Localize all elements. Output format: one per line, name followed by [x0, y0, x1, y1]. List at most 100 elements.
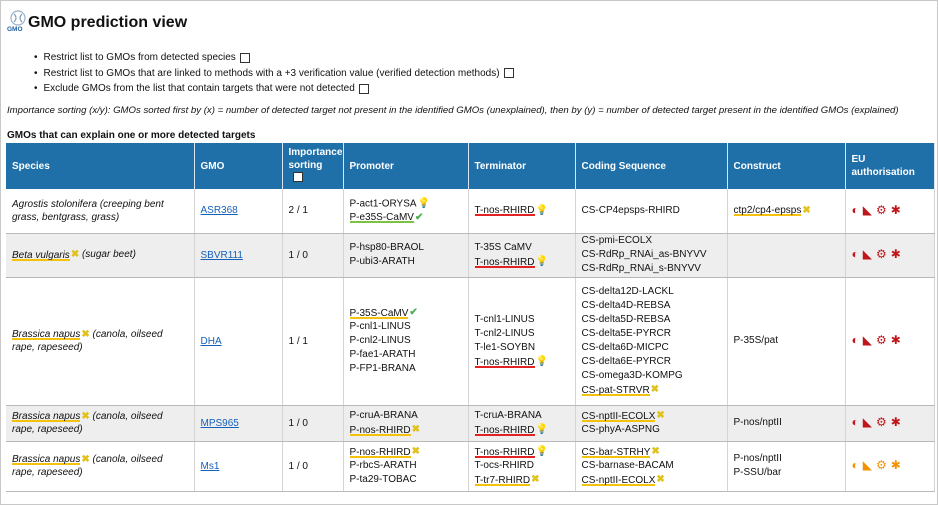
list-item: P-ta29-TOBAC — [350, 473, 462, 487]
gmo-link[interactable]: ASR368 — [200, 205, 238, 217]
list-item: T-35S CaMV — [475, 241, 569, 255]
species-cell: Brassica napus✖ (canola, oilseed rape, r… — [6, 405, 195, 442]
food-icon[interactable]: ◐ — [851, 247, 859, 262]
element-label: P-cnl2-LINUS — [349, 335, 411, 346]
column-header-label: Importance — [288, 147, 343, 158]
list-item: CS-RdRp_RNAi_s-BNYVV — [582, 262, 721, 276]
table-body: Agrostis stolonifera (creeping bent gras… — [6, 189, 935, 492]
cultivation-icon[interactable]: ⚙ — [875, 333, 887, 348]
list-item: T-nos-RHIRD💡 — [475, 355, 569, 369]
feed-icon[interactable]: ◣ — [862, 202, 872, 217]
gmo-link[interactable]: Ms1 — [200, 460, 220, 472]
bulb-icon[interactable]: 💡 — [535, 446, 548, 457]
list-item: CS-delta6E-PYRCR — [582, 355, 721, 369]
list-item: CS-delta5E-PYRCR — [582, 327, 721, 341]
element-label: CS-nptII-ECOLX — [581, 410, 656, 422]
feed-icon[interactable]: ◣ — [862, 458, 872, 473]
list-item: T-tr7-RHIRD✖ — [475, 473, 569, 487]
list-item: CS-RdRp_RNAi_as-BNYVV — [582, 248, 721, 262]
element-label: P-nos/nptII — [733, 453, 782, 464]
column-header-gmo[interactable]: GMO — [194, 143, 283, 189]
list-item: T-nos-RHIRD💡 — [475, 445, 569, 459]
column-header-eu-authorisation[interactable]: EU authorisation — [845, 143, 935, 189]
list-item: T-cnl1-LINUS — [475, 313, 569, 327]
filter-checkbox[interactable] — [503, 68, 514, 79]
list-item: CS-delta12D-LACKL — [582, 285, 721, 299]
list-item: CS-delta5D-REBSA — [582, 313, 721, 327]
table-row: Brassica napus✖ (canola, oilseed rape, r… — [6, 441, 935, 492]
column-header-terminator[interactable]: Terminator — [468, 143, 576, 189]
import-icon[interactable]: ✱ — [890, 415, 901, 430]
feed-icon[interactable]: ◣ — [862, 247, 872, 262]
promoter-cell: P-hsp80-BRAOL P-ubi3-ARATH — [343, 233, 469, 278]
species-cell: Agrostis stolonifera (creeping bent gras… — [6, 189, 195, 234]
gmo-link[interactable]: MPS965 — [200, 417, 239, 429]
element-label: T-tr7-RHIRD — [474, 474, 531, 486]
gmo-link[interactable]: DHA — [200, 335, 222, 347]
import-icon[interactable]: ✱ — [890, 333, 901, 348]
table-row: Brassica napus✖ (canola, oilseed rape, r… — [6, 405, 935, 442]
bulb-icon[interactable]: 💡 — [535, 356, 548, 367]
gmo-link[interactable]: SBVR111 — [200, 249, 243, 261]
list-item: P-nos/nptII — [734, 452, 839, 466]
construct-cell: P-nos/nptII P-SSU/bar — [727, 441, 846, 492]
cross-icon: ✖ — [651, 446, 660, 457]
element-label: CS-omega3D-KOMPG — [581, 370, 683, 381]
column-header-coding-sequence[interactable]: Coding Sequence — [575, 143, 728, 189]
food-icon[interactable]: ◐ — [851, 458, 859, 473]
gmo-cell: ASR368 — [194, 189, 283, 234]
list-item: CS-barnase-BACAM — [582, 459, 721, 473]
element-label: T-cnl1-LINUS — [474, 314, 535, 325]
food-icon[interactable]: ◐ — [851, 333, 859, 348]
import-icon[interactable]: ✱ — [890, 458, 901, 473]
list-item: P-35S/pat — [734, 334, 839, 348]
list-item: P-cruA-BRANA — [350, 409, 462, 423]
list-item: CS-omega3D-KOMPG — [582, 369, 721, 383]
filter-checkbox[interactable] — [239, 52, 250, 63]
species-name: Brassica napus — [12, 329, 81, 341]
element-label: CS-barnase-BACAM — [581, 460, 674, 471]
cultivation-icon[interactable]: ⚙ — [875, 202, 887, 217]
column-header-species[interactable]: Species — [6, 143, 195, 189]
element-label: P-act1-ORYSA — [349, 198, 417, 210]
list-item: T-cnl2-LINUS — [475, 327, 569, 341]
column-header-importance[interactable]: Importance sorting — [282, 143, 344, 189]
terminator-cell: T-nos-RHIRD💡 T-ocs-RHIRD T-tr7-RHIRD✖ — [468, 441, 576, 492]
cultivation-icon[interactable]: ⚙ — [875, 415, 887, 430]
eu-authorisation-cell: ◐ ◣ ⚙ ✱ — [845, 277, 935, 406]
column-header-label: sorting — [288, 160, 323, 171]
import-icon[interactable]: ✱ — [890, 202, 901, 217]
gmo-table: Species GMO Importance sorting Promoter … — [6, 143, 935, 492]
species-cell: Brassica napus✖ (canola, oilseed rape, r… — [6, 277, 195, 406]
gmo-logo-icon: GMO — [7, 9, 29, 33]
bulb-icon[interactable]: 💡 — [535, 204, 548, 216]
cultivation-icon[interactable]: ⚙ — [875, 458, 887, 473]
food-icon[interactable]: ◐ — [851, 415, 859, 430]
bulb-icon[interactable]: 💡 — [535, 256, 548, 267]
feed-icon[interactable]: ◣ — [862, 415, 872, 430]
list-item: CS-bar-STRHY✖ — [582, 445, 721, 459]
eu-authorisation-cell: ◐ ◣ ⚙ ✱ — [845, 189, 935, 234]
list-item: T-nos-RHIRD💡 — [475, 423, 569, 437]
coding-sequence-cell: CS-pmi-ECOLX CS-RdRp_RNAi_as-BNYVV CS-RdRp… — [575, 233, 728, 278]
food-icon[interactable]: ◐ — [851, 202, 859, 217]
element-label: CS-CP4epsps-RHIRD — [581, 204, 680, 216]
import-icon[interactable]: ✱ — [890, 247, 901, 262]
importance-sorting-cell: 2 / 1 — [282, 189, 344, 234]
bulb-icon[interactable]: 💡 — [417, 197, 431, 209]
filter-checkbox[interactable] — [358, 83, 369, 94]
feed-icon[interactable]: ◣ — [862, 333, 872, 348]
importance-sorting-checkbox[interactable] — [292, 172, 303, 182]
element-label: CS-delta5E-PYRCR — [581, 328, 671, 339]
column-header-promoter[interactable]: Promoter — [343, 143, 469, 189]
table-header-row: Species GMO Importance sorting Promoter … — [6, 143, 935, 189]
element-label: P-nos-RHIRD — [349, 424, 411, 436]
list-item: T-nos-RHIRD💡 — [475, 204, 569, 218]
list-item: CS-delta6D-MICPC — [582, 341, 721, 355]
coding-sequence-cell: CS-bar-STRHY✖ CS-barnase-BACAM CS-nptII-EC… — [575, 441, 728, 492]
column-header-construct[interactable]: Construct — [727, 143, 846, 189]
bulb-icon[interactable]: 💡 — [535, 424, 548, 435]
importance-sorting-cell: 1 / 1 — [282, 277, 344, 406]
cultivation-icon[interactable]: ⚙ — [875, 247, 887, 262]
eu-authorisation-cell: ◐ ◣ ⚙ ✱ — [845, 441, 935, 492]
